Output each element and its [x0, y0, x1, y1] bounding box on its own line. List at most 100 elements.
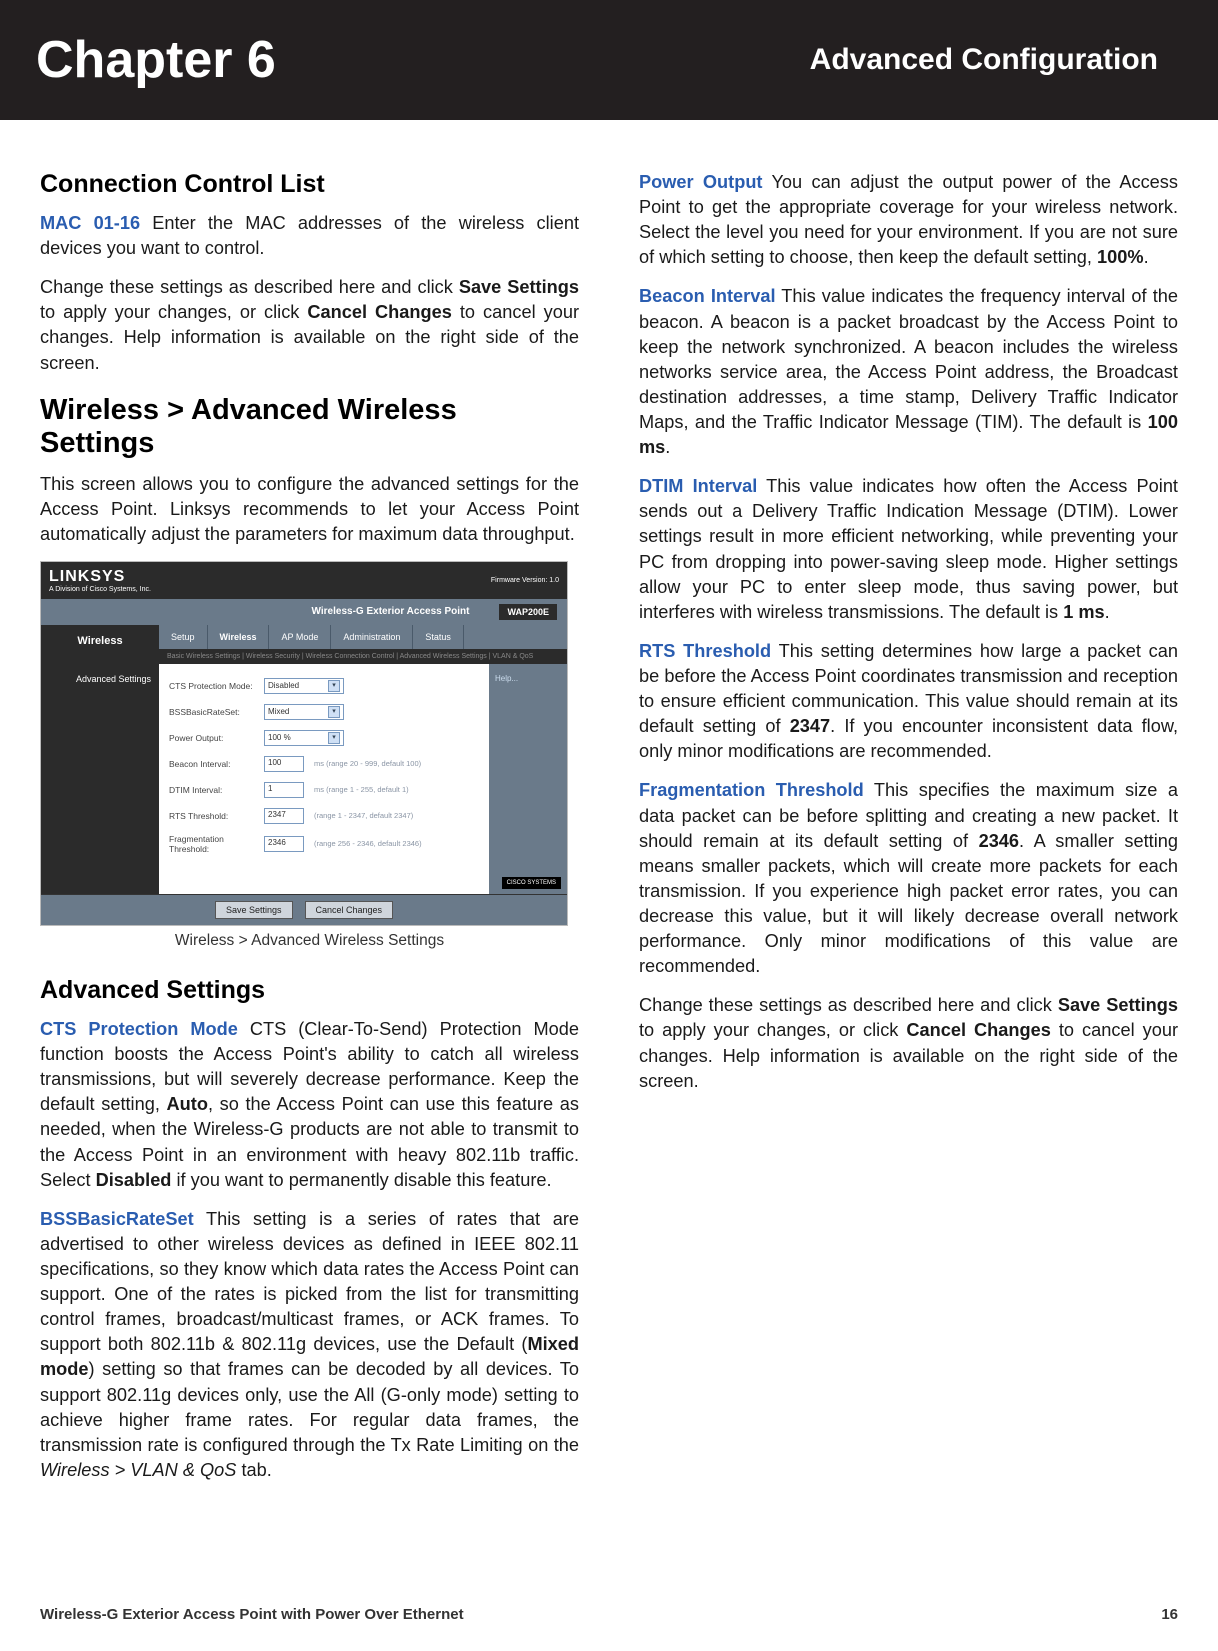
- save-settings-button[interactable]: Save Settings: [215, 901, 293, 919]
- input-frag[interactable]: 2346: [264, 836, 304, 852]
- field-rts: RTS Threshold: 2347 (range 1 - 2347, def…: [169, 808, 479, 824]
- document-page: Chapter 6 Advanced Configuration Connect…: [0, 0, 1218, 1651]
- ss-side-label: Advanced Settings: [41, 664, 159, 894]
- ss-model-row: Wireless-G Exterior Access Point WAP200E: [41, 599, 567, 625]
- val-bss: Mixed: [268, 707, 289, 716]
- cts-bold1: Auto: [167, 1094, 208, 1114]
- tab-apmode[interactable]: AP Mode: [269, 625, 331, 649]
- field-power: Power Output: 100 %▾: [169, 730, 479, 746]
- device-name: Wireless-G Exterior Access Point: [312, 606, 470, 617]
- hint-dtim: ms (range 1 - 255, default 1): [314, 785, 409, 794]
- input-dtim[interactable]: 1: [264, 782, 304, 798]
- power-output-paragraph: Power Output You can adjust the output p…: [639, 170, 1178, 270]
- bss-text-a: This setting is a series of rates that a…: [40, 1209, 579, 1355]
- ss-left-label: Wireless: [41, 625, 159, 664]
- term-power-output: Power Output: [639, 172, 762, 192]
- ss-form: CTS Protection Mode: Disabled▾ BSSBasicR…: [159, 664, 489, 894]
- bss-paragraph: BSSBasicRateSet This setting is a series…: [40, 1207, 579, 1483]
- input-rts[interactable]: 2347: [264, 808, 304, 824]
- val-power: 100 %: [268, 733, 291, 742]
- label-cts: CTS Protection Mode:: [169, 681, 264, 691]
- beacon-interval-paragraph: Beacon Interval This value indicates the…: [639, 284, 1178, 460]
- bi-text-b: .: [665, 437, 670, 457]
- field-bss: BSSBasicRateSet: Mixed▾: [169, 704, 479, 720]
- bss-italic: Wireless > VLAN & QoS: [40, 1460, 236, 1480]
- h-advanced-settings: Advanced Settings: [40, 976, 579, 1005]
- term-mac: MAC 01-16: [40, 213, 140, 233]
- h-wireless-advanced: Wireless > Advanced Wireless Settings: [40, 394, 579, 460]
- bss-text-b: ) setting so that frames can be decoded …: [40, 1359, 579, 1454]
- dtim-text-a: This value indicates how often the Acces…: [639, 476, 1178, 622]
- label-frag: Fragmentation Threshold:: [169, 834, 264, 854]
- dtim-bold: 1 ms: [1063, 602, 1104, 622]
- term-cts: CTS Protection Mode: [40, 1019, 238, 1039]
- bold-cancel: Cancel Changes: [307, 302, 451, 322]
- closing-bold-save: Save Settings: [1058, 995, 1178, 1015]
- label-dtim: DTIM Interval:: [169, 785, 264, 795]
- cts-paragraph: CTS Protection Mode CTS (Clear-To-Send) …: [40, 1017, 579, 1193]
- tab-setup[interactable]: Setup: [159, 625, 208, 649]
- tab-admin[interactable]: Administration: [331, 625, 413, 649]
- ss-tabs-wrap: Setup Wireless AP Mode Administration St…: [159, 625, 567, 664]
- ss-body: Advanced Settings CTS Protection Mode: D…: [41, 664, 567, 894]
- firmware-version: Firmware Version: 1.0: [491, 577, 559, 584]
- input-beacon[interactable]: 100: [264, 756, 304, 772]
- closing-a: Change these settings as described here …: [639, 995, 1058, 1015]
- screenshot-container: LINKSYS A Division of Cisco Systems, Inc…: [40, 561, 579, 926]
- footer-page-number: 16: [1161, 1606, 1178, 1623]
- bold-save: Save Settings: [459, 277, 579, 297]
- dtim-text-b: .: [1105, 602, 1110, 622]
- rts-bold: 2347: [790, 716, 830, 736]
- ss-logo-block: LINKSYS A Division of Cisco Systems, Inc…: [49, 568, 151, 593]
- select-bss[interactable]: Mixed▾: [264, 704, 344, 720]
- ft-text-b: . A smaller setting means smaller packet…: [639, 831, 1178, 977]
- cisco-logo: CISCO SYSTEMS: [502, 877, 561, 889]
- save-text-a: Change these settings as described here …: [40, 277, 459, 297]
- bi-text-a: This value indicates the frequency inter…: [639, 286, 1178, 432]
- closing-paragraph: Change these settings as described here …: [639, 993, 1178, 1093]
- content-columns: Connection Control List MAC 01-16 Enter …: [0, 120, 1218, 1497]
- select-power[interactable]: 100 %▾: [264, 730, 344, 746]
- fragmentation-threshold-paragraph: Fragmentation Threshold This specifies t…: [639, 778, 1178, 979]
- ss-tabs-row: Wireless Setup Wireless AP Mode Administ…: [41, 625, 567, 664]
- select-cts[interactable]: Disabled▾: [264, 678, 344, 694]
- ss-help-panel: Help...: [489, 664, 567, 894]
- ss-footer: CISCO SYSTEMS Save Settings Cancel Chang…: [41, 894, 567, 925]
- bss-text-c: tab.: [236, 1460, 271, 1480]
- header-section-title: Advanced Configuration: [810, 43, 1158, 77]
- term-beacon-interval: Beacon Interval: [639, 286, 776, 306]
- term-bss: BSSBasicRateSet: [40, 1209, 194, 1229]
- closing-bold-cancel: Cancel Changes: [906, 1020, 1050, 1040]
- hint-rts: (range 1 - 2347, default 2347): [314, 811, 413, 820]
- term-fragmentation-threshold: Fragmentation Threshold: [639, 780, 864, 800]
- chapter-title: Chapter 6: [36, 30, 276, 90]
- linksys-screenshot: LINKSYS A Division of Cisco Systems, Inc…: [40, 561, 568, 926]
- label-bss: BSSBasicRateSet:: [169, 707, 264, 717]
- cancel-changes-button[interactable]: Cancel Changes: [305, 901, 394, 919]
- hint-beacon: ms (range 20 - 999, default 100): [314, 759, 421, 768]
- device-model: WAP200E: [499, 604, 557, 620]
- closing-b: to apply your changes, or click: [639, 1020, 906, 1040]
- linksys-logo-sub: A Division of Cisco Systems, Inc.: [49, 586, 151, 593]
- wireless-intro: This screen allows you to configure the …: [40, 472, 579, 547]
- help-link[interactable]: Help...: [495, 674, 518, 683]
- term-dtim-interval: DTIM Interval: [639, 476, 757, 496]
- ss-top-bar: LINKSYS A Division of Cisco Systems, Inc…: [41, 562, 567, 599]
- dtim-interval-paragraph: DTIM Interval This value indicates how o…: [639, 474, 1178, 625]
- field-frag: Fragmentation Threshold: 2346 (range 256…: [169, 834, 479, 854]
- linksys-logo: LINKSYS: [49, 568, 125, 585]
- mac-paragraph: MAC 01-16 Enter the MAC addresses of the…: [40, 211, 579, 261]
- field-cts: CTS Protection Mode: Disabled▾: [169, 678, 479, 694]
- page-footer: Wireless-G Exterior Access Point with Po…: [40, 1606, 1178, 1623]
- field-beacon: Beacon Interval: 100 ms (range 20 - 999,…: [169, 756, 479, 772]
- hint-frag: (range 256 - 2346, default 2346): [314, 839, 422, 848]
- ss-subtabs[interactable]: Basic Wireless Settings | Wireless Secur…: [159, 649, 567, 664]
- val-cts: Disabled: [268, 681, 299, 690]
- tab-wireless[interactable]: Wireless: [208, 625, 270, 649]
- label-beacon: Beacon Interval:: [169, 759, 264, 769]
- header-bar: Chapter 6 Advanced Configuration: [0, 0, 1218, 120]
- tab-status[interactable]: Status: [413, 625, 464, 649]
- label-rts: RTS Threshold:: [169, 811, 264, 821]
- footer-left: Wireless-G Exterior Access Point with Po…: [40, 1606, 464, 1623]
- screenshot-caption: Wireless > Advanced Wireless Settings: [40, 932, 579, 950]
